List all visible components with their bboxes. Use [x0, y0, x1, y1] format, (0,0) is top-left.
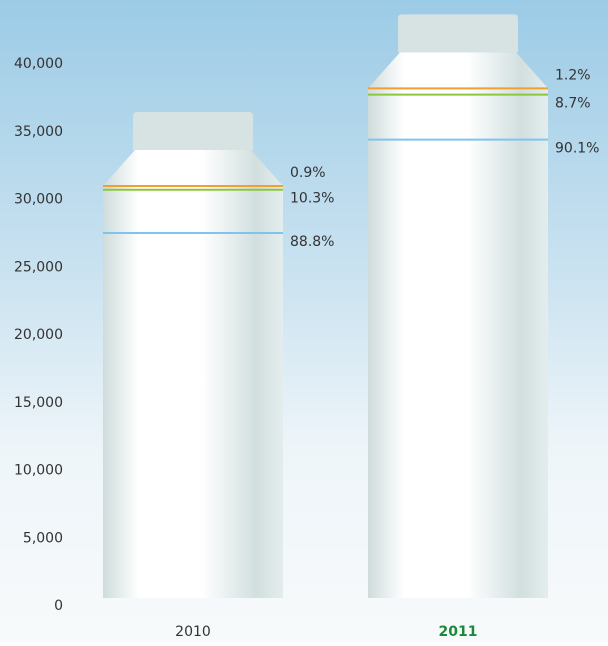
- share-label: 1.2%: [555, 67, 591, 83]
- share-label: 10.3%: [290, 191, 334, 207]
- share-label: 8.7%: [555, 96, 591, 112]
- y-tick-label: 30,000: [14, 192, 63, 208]
- share-label: 88.8%: [290, 234, 334, 250]
- x-tick-label: 2011: [439, 624, 478, 640]
- bottle-cap: [398, 14, 518, 53]
- y-tick-label: 15,000: [14, 395, 63, 411]
- y-tick-label: 35,000: [14, 124, 63, 140]
- bottle: [368, 52, 548, 598]
- y-tick-label: 40,000: [14, 56, 63, 72]
- x-tick-label: 2010: [175, 624, 211, 640]
- y-tick-label: 10,000: [14, 463, 63, 479]
- share-label: 90.1%: [555, 141, 599, 157]
- y-tick-label: 20,000: [14, 327, 63, 343]
- y-tick-label: 0: [54, 598, 63, 614]
- bottle: [103, 149, 283, 598]
- y-tick-label: 5,000: [23, 530, 63, 546]
- share-label: 0.9%: [290, 165, 326, 181]
- y-tick-label: 25,000: [14, 259, 63, 275]
- bottle-cap: [133, 111, 253, 150]
